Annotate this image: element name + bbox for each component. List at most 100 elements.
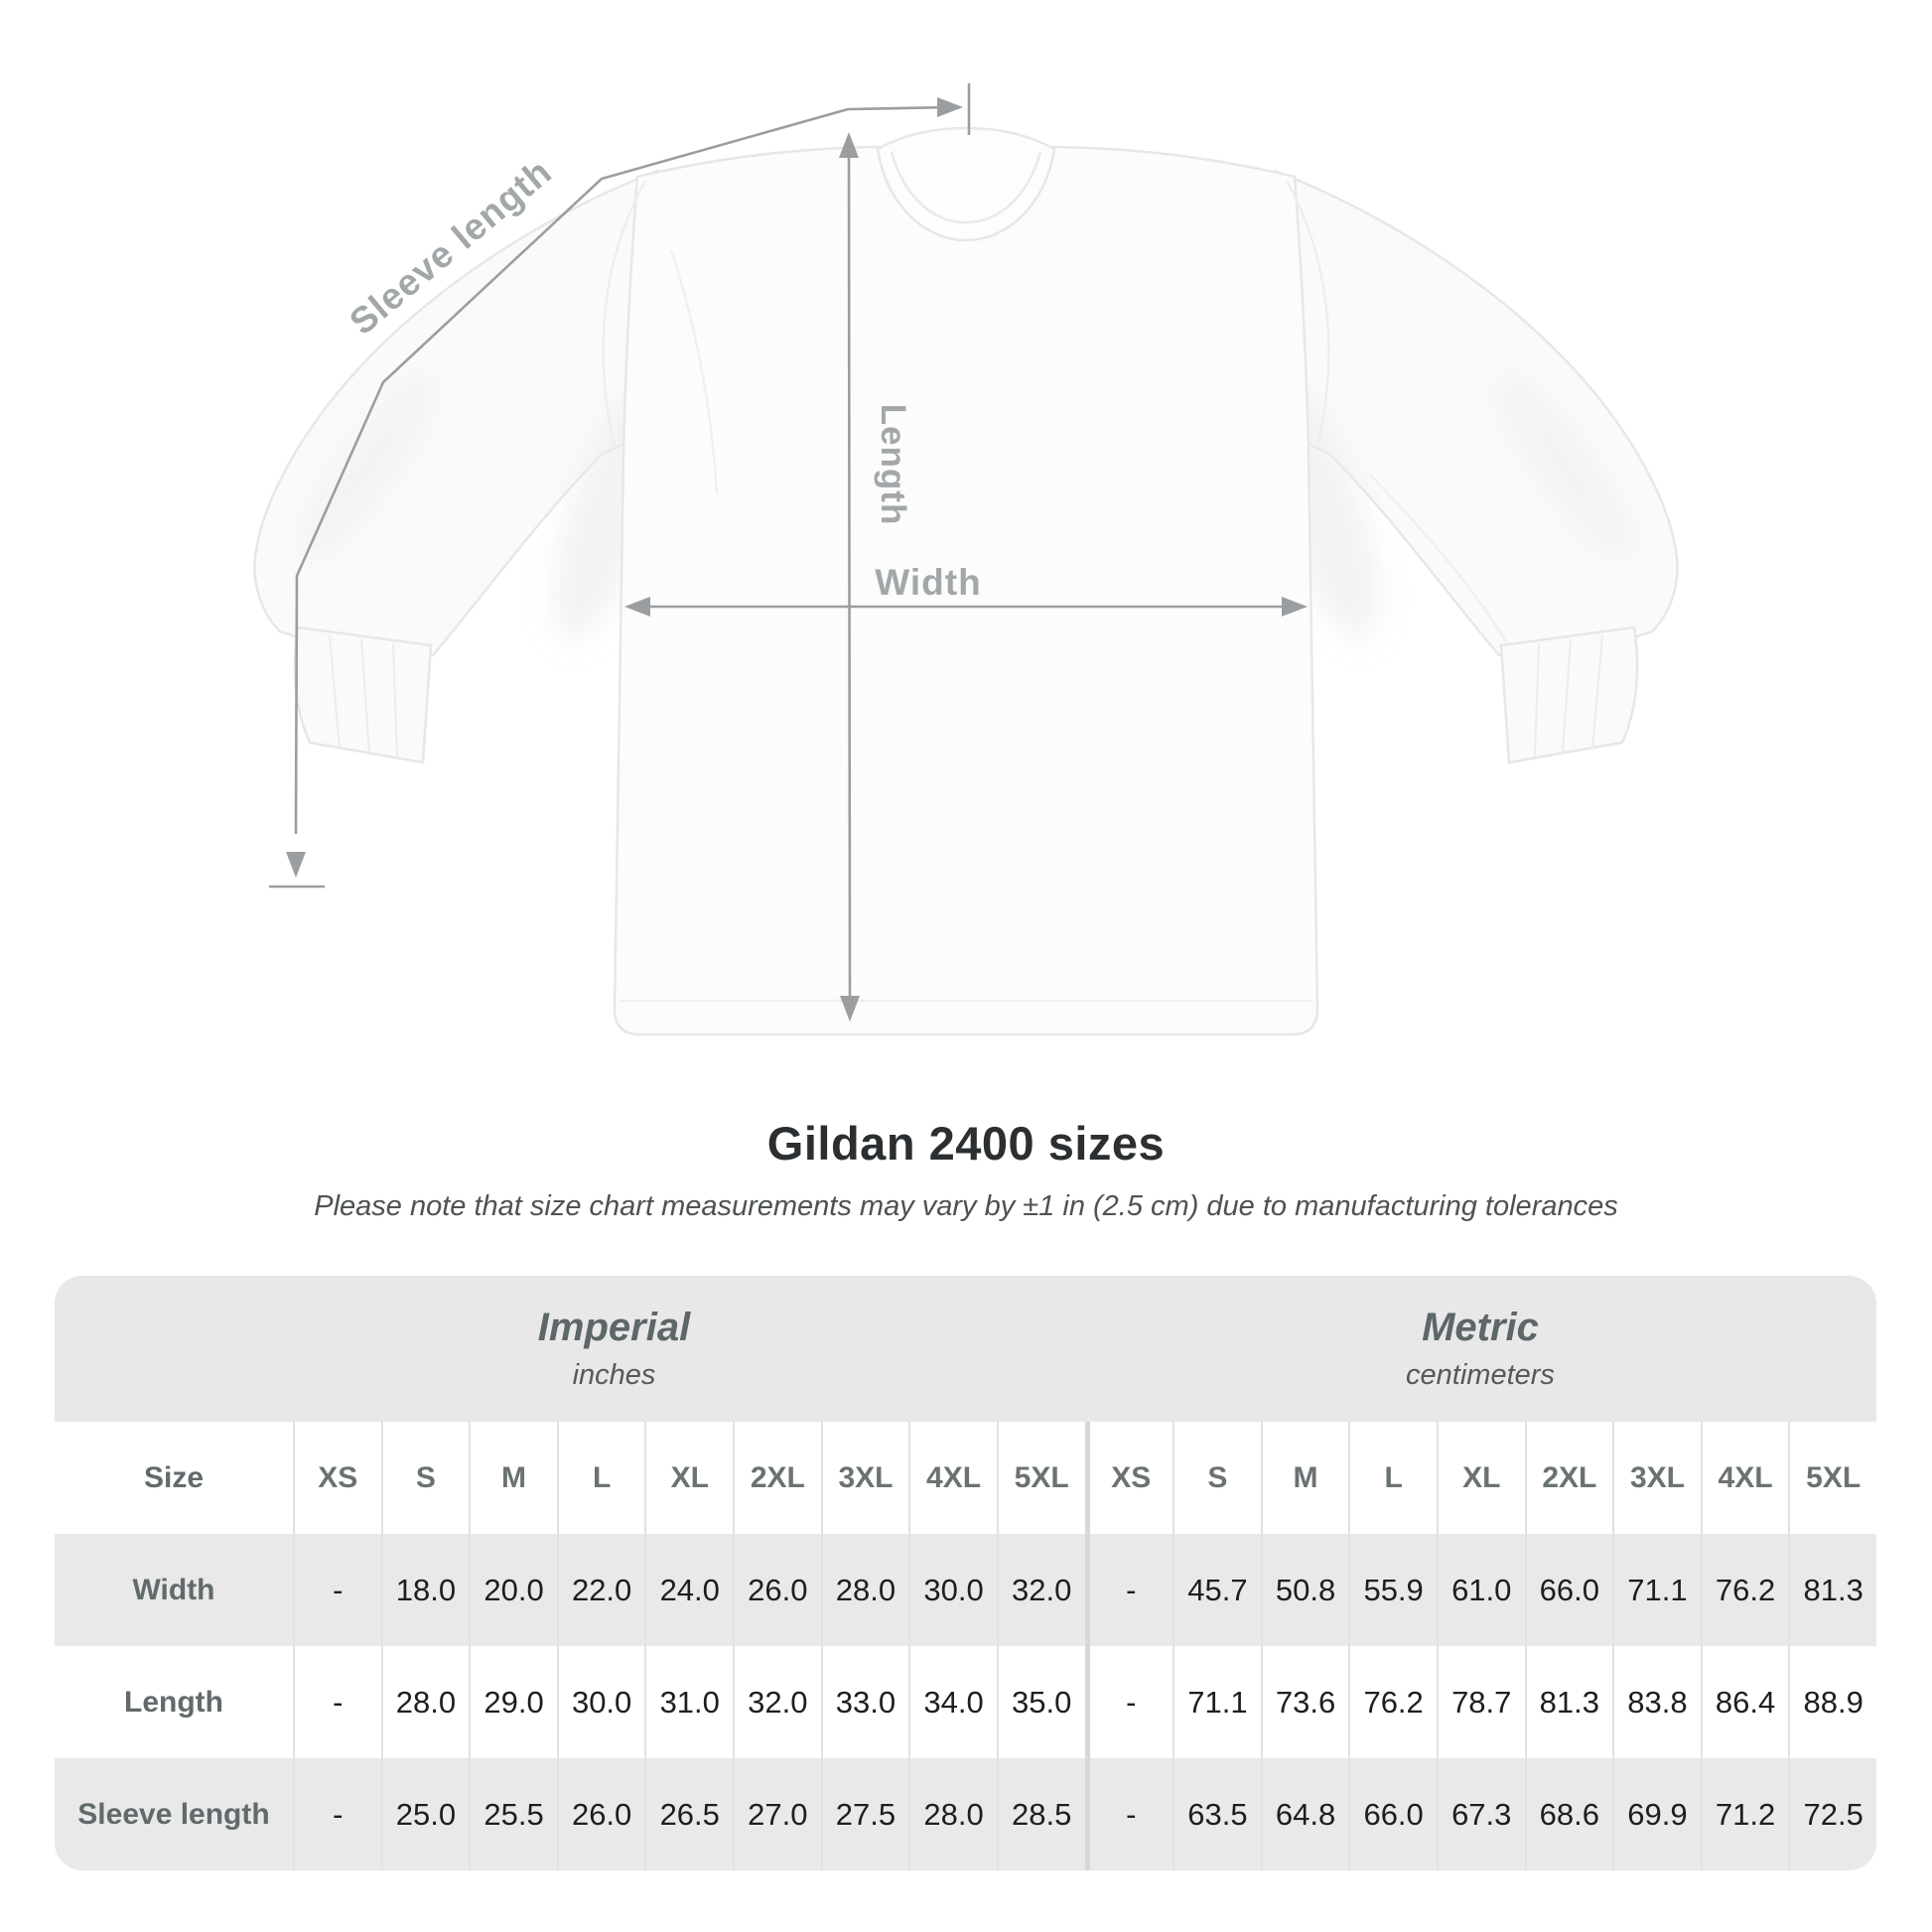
- imperial-value: 32.0: [996, 1534, 1085, 1646]
- imperial-value: 25.0: [380, 1758, 470, 1870]
- right-cuff-ribs: [1534, 634, 1603, 758]
- row-label: Sleeve length: [77, 1797, 270, 1831]
- arrowhead-down-length: [840, 996, 860, 1022]
- metric-size-col-header: 5XL: [1788, 1422, 1876, 1534]
- arrowhead-down-sleeve: [286, 852, 306, 878]
- metric-value: 45.7: [1173, 1534, 1261, 1646]
- metric-value: 81.3: [1788, 1534, 1876, 1646]
- imperial-size-col-header: XS: [293, 1422, 381, 1534]
- metric-value: 50.8: [1260, 1534, 1349, 1646]
- imperial-value: 26.0: [556, 1758, 645, 1870]
- size-table-body: Width -18.0 20.0 22.0 24.0 26.0 28.0 30.0 32.0-4…: [55, 1534, 1876, 1870]
- imperial-value: 25.5: [469, 1758, 557, 1870]
- imperial-value: 31.0: [644, 1646, 733, 1758]
- metric-size-col-header: S: [1173, 1422, 1261, 1534]
- shirt-measurement-diagram: Sleeve length Length Width: [253, 83, 1679, 1036]
- metric-size-col-header: XL: [1436, 1422, 1525, 1534]
- imperial-group-header: Imperial inches: [55, 1276, 1084, 1422]
- metric-size-col-header: M: [1260, 1422, 1349, 1534]
- metric-group-title: Metric: [1422, 1306, 1539, 1349]
- left-sleeve-seam: [602, 180, 647, 444]
- imperial-value: 28.5: [996, 1758, 1085, 1870]
- imperial-value: 35.0: [996, 1646, 1085, 1758]
- length-label: Length: [874, 404, 912, 526]
- metric-value: 68.6: [1524, 1758, 1613, 1870]
- metric-value: 76.2: [1700, 1534, 1789, 1646]
- metric-value: 81.3: [1524, 1646, 1613, 1758]
- imperial-value: -: [293, 1758, 381, 1870]
- metric-value: 76.2: [1348, 1646, 1437, 1758]
- measurement-arrowheads: [286, 97, 1308, 1022]
- imperial-value: 30.0: [556, 1646, 645, 1758]
- imperial-value: 26.5: [644, 1758, 733, 1870]
- metric-value: 69.9: [1612, 1758, 1701, 1870]
- imperial-value: 24.0: [644, 1534, 733, 1646]
- metric-value: 78.7: [1436, 1646, 1525, 1758]
- page-title: Gildan 2400 sizes: [766, 1117, 1166, 1170]
- collar-rib-line: [890, 151, 1042, 224]
- shirt-illustration: [253, 126, 1679, 1036]
- imperial-value: 28.0: [380, 1646, 470, 1758]
- metric-value: 61.0: [1436, 1534, 1525, 1646]
- metric-value: 83.8: [1612, 1646, 1701, 1758]
- imperial-value: 33.0: [820, 1646, 909, 1758]
- metric-size-col-header: XS: [1084, 1422, 1173, 1534]
- metric-value: -: [1084, 1758, 1173, 1870]
- imperial-size-col-header: 2XL: [733, 1422, 821, 1534]
- metric-value: 71.1: [1612, 1534, 1701, 1646]
- metric-value: 88.9: [1788, 1646, 1876, 1758]
- metric-value: 64.8: [1260, 1758, 1349, 1870]
- metric-size-col-header: 4XL: [1700, 1422, 1789, 1534]
- imperial-value: -: [293, 1646, 381, 1758]
- metric-value: -: [1084, 1534, 1173, 1646]
- measurement-lines: [269, 83, 1292, 1004]
- metric-size-col-header: 3XL: [1612, 1422, 1701, 1534]
- metric-size-col-header: 2XL: [1524, 1422, 1613, 1534]
- right-sleeve: [1273, 169, 1679, 657]
- metric-value: 67.3: [1436, 1758, 1525, 1870]
- metric-value: 66.0: [1348, 1758, 1437, 1870]
- unit-group-band: Imperial inches Metric centimeters: [55, 1276, 1876, 1422]
- metric-value: 71.2: [1700, 1758, 1789, 1870]
- imperial-size-col-header: S: [380, 1422, 470, 1534]
- metric-group-header: Metric centimeters: [1084, 1276, 1876, 1422]
- left-sleeve: [253, 169, 659, 657]
- imperial-value: 30.0: [908, 1534, 997, 1646]
- metric-value: 72.5: [1788, 1758, 1876, 1870]
- imperial-value: 28.0: [908, 1758, 997, 1870]
- row-label: Length: [124, 1685, 223, 1719]
- left-cuff-ribs: [329, 634, 398, 758]
- heading-block: Gildan 2400 sizes Please note that size …: [0, 1116, 1932, 1223]
- arrowhead-right: [937, 97, 963, 117]
- sleeve-fold: [1369, 474, 1509, 644]
- body-fold: [669, 249, 719, 495]
- imperial-value: -: [293, 1534, 381, 1646]
- arrowhead-right-width: [1282, 597, 1308, 617]
- size-table: Imperial inches Metric centimeters Size X…: [55, 1276, 1876, 1870]
- imperial-value: 20.0: [469, 1534, 557, 1646]
- imperial-size-col-header: L: [556, 1422, 645, 1534]
- metric-value: 71.1: [1173, 1646, 1261, 1758]
- imperial-value: 27.5: [820, 1758, 909, 1870]
- imperial-value: 32.0: [733, 1646, 821, 1758]
- metric-size-col-header: L: [1348, 1422, 1437, 1534]
- metric-group-unit: centimeters: [1406, 1359, 1555, 1391]
- imperial-group-unit: inches: [572, 1359, 656, 1391]
- imperial-value: 22.0: [556, 1534, 645, 1646]
- metric-value: 73.6: [1260, 1646, 1349, 1758]
- metric-value: 55.9: [1348, 1534, 1437, 1646]
- imperial-value: 26.0: [733, 1534, 821, 1646]
- imperial-size-col-header: 5XL: [996, 1422, 1085, 1534]
- imperial-value: 29.0: [469, 1646, 557, 1758]
- imperial-size-col-header: XL: [644, 1422, 733, 1534]
- imperial-value: 18.0: [380, 1534, 470, 1646]
- shirt-body: [613, 145, 1319, 1036]
- metric-value: 63.5: [1173, 1758, 1261, 1870]
- collar: [876, 126, 1056, 242]
- width-label: Width: [875, 562, 981, 603]
- size-header-row: Size XS S M L XL 2XL 3XL 4XL 5XL XS S M L XL 2XL 3XL 4XL 5…: [55, 1422, 1876, 1534]
- imperial-group-title: Imperial: [537, 1306, 691, 1349]
- imperial-size-col-header: M: [469, 1422, 557, 1534]
- imperial-value: 34.0: [908, 1646, 997, 1758]
- imperial-value: 28.0: [820, 1534, 909, 1646]
